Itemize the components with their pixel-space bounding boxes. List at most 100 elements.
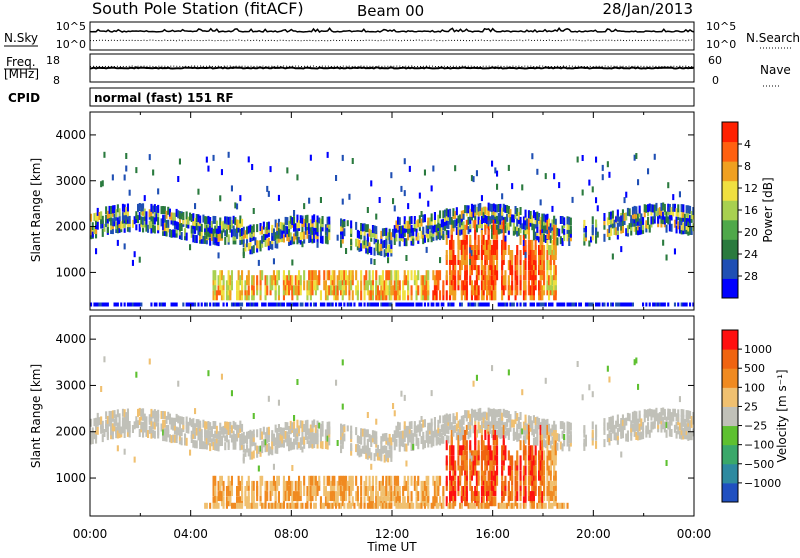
- echo-cell: [531, 245, 534, 255]
- echo-cell: [351, 475, 354, 486]
- echo-cell: [121, 417, 124, 426]
- echo-cell: [465, 470, 468, 481]
- echo-cell: [356, 491, 359, 502]
- echo-cell: [440, 502, 443, 509]
- echo-cell: [165, 210, 168, 219]
- echo-cell: [289, 486, 292, 496]
- echo-cell: [541, 496, 544, 507]
- echo-cell: [690, 211, 693, 219]
- echo-cell: [252, 433, 255, 442]
- echo-cell: [222, 290, 225, 301]
- echo-cell: [642, 302, 645, 307]
- echo-cell: [249, 246, 252, 255]
- echo-cell: [546, 280, 549, 291]
- echo-cell: [385, 302, 388, 307]
- echo-cell: [494, 270, 497, 281]
- echo-cell: [264, 302, 267, 307]
- echo-cell: [189, 449, 192, 456]
- echo-cell: [509, 260, 512, 271]
- echo-cell: [652, 204, 655, 213]
- echo-cell: [326, 236, 329, 245]
- echo-cell: [598, 302, 601, 307]
- echo-cell: [524, 496, 527, 507]
- echo-cell: [306, 419, 309, 428]
- echo-cell: [365, 429, 368, 438]
- echo-cell: [625, 433, 628, 442]
- echo-cell: [381, 290, 384, 301]
- echo-cell: [509, 491, 512, 502]
- echo-cell: [561, 238, 564, 246]
- echo-cell: [692, 302, 695, 307]
- echo-cell: [487, 302, 490, 307]
- echo-cell: [635, 226, 638, 235]
- colorbar-swatch: [722, 406, 738, 427]
- echo-cell: [311, 270, 314, 281]
- echo-cell: [163, 433, 166, 442]
- echo-cell: [650, 409, 653, 418]
- echo-cell: [148, 425, 151, 434]
- echo-cell: [197, 227, 200, 236]
- echo-cell: [298, 236, 301, 243]
- echo-cell: [346, 220, 349, 227]
- echo-cell: [380, 302, 383, 307]
- echo-cell: [534, 231, 537, 240]
- echo-cell: [460, 302, 463, 307]
- echo-cell: [355, 491, 358, 502]
- echo-cell: [437, 280, 440, 291]
- echo-cell: [251, 164, 254, 170]
- echo-cell: [200, 231, 203, 240]
- echo-cell: [428, 217, 431, 226]
- echo-cell: [340, 270, 343, 281]
- echo-cell: [491, 160, 494, 167]
- echo-cell: [541, 302, 544, 307]
- echo-cell: [252, 302, 255, 307]
- echo-cell: [256, 449, 259, 458]
- echo-cell: [225, 290, 228, 301]
- echo-cell: [247, 491, 250, 502]
- echo-cell: [546, 431, 549, 440]
- echo-cell: [549, 465, 552, 476]
- echo-cell: [499, 421, 502, 430]
- echo-cell: [366, 233, 369, 242]
- echo-cell: [153, 430, 156, 439]
- echo-cell: [291, 422, 294, 431]
- echo-cell: [175, 208, 178, 217]
- echo-cell: [423, 280, 426, 291]
- echo-cell: [501, 193, 504, 200]
- echo-cell: [138, 407, 141, 416]
- echo-cell: [236, 225, 239, 233]
- echo-cell: [543, 245, 546, 255]
- echo-cell: [241, 433, 244, 442]
- echo-cell: [583, 233, 586, 242]
- echo-cell: [370, 258, 373, 265]
- echo-cell: [536, 437, 539, 446]
- echo-cell: [264, 486, 267, 496]
- echo-cell: [259, 240, 262, 247]
- echo-cell: [583, 438, 586, 447]
- echo-cell: [514, 206, 517, 214]
- echo-cell: [445, 270, 448, 281]
- echo-cell: [677, 426, 680, 435]
- echo-cell: [492, 470, 495, 481]
- echo-cell: [321, 216, 324, 224]
- echo-cell: [264, 238, 267, 247]
- echo-cell: [256, 280, 259, 291]
- echo-cell: [549, 491, 552, 502]
- power-heatmap: [90, 151, 695, 307]
- echo-cell: [662, 202, 665, 211]
- echo-cell: [568, 216, 571, 225]
- echo-cell: [385, 496, 388, 507]
- echo-cell: [544, 222, 547, 231]
- echo-cell: [665, 416, 668, 425]
- echo-cell: [346, 302, 349, 307]
- echo-cell: [294, 491, 297, 502]
- echo-cell: [324, 224, 327, 233]
- echo-cell: [663, 203, 666, 212]
- echo-cell: [496, 170, 499, 177]
- echo-cell: [175, 302, 178, 307]
- echo-cell: [543, 502, 546, 509]
- echo-cell: [548, 229, 551, 240]
- echo-cell: [546, 455, 549, 466]
- echo-cell: [558, 433, 561, 442]
- echo-cell: [390, 240, 393, 249]
